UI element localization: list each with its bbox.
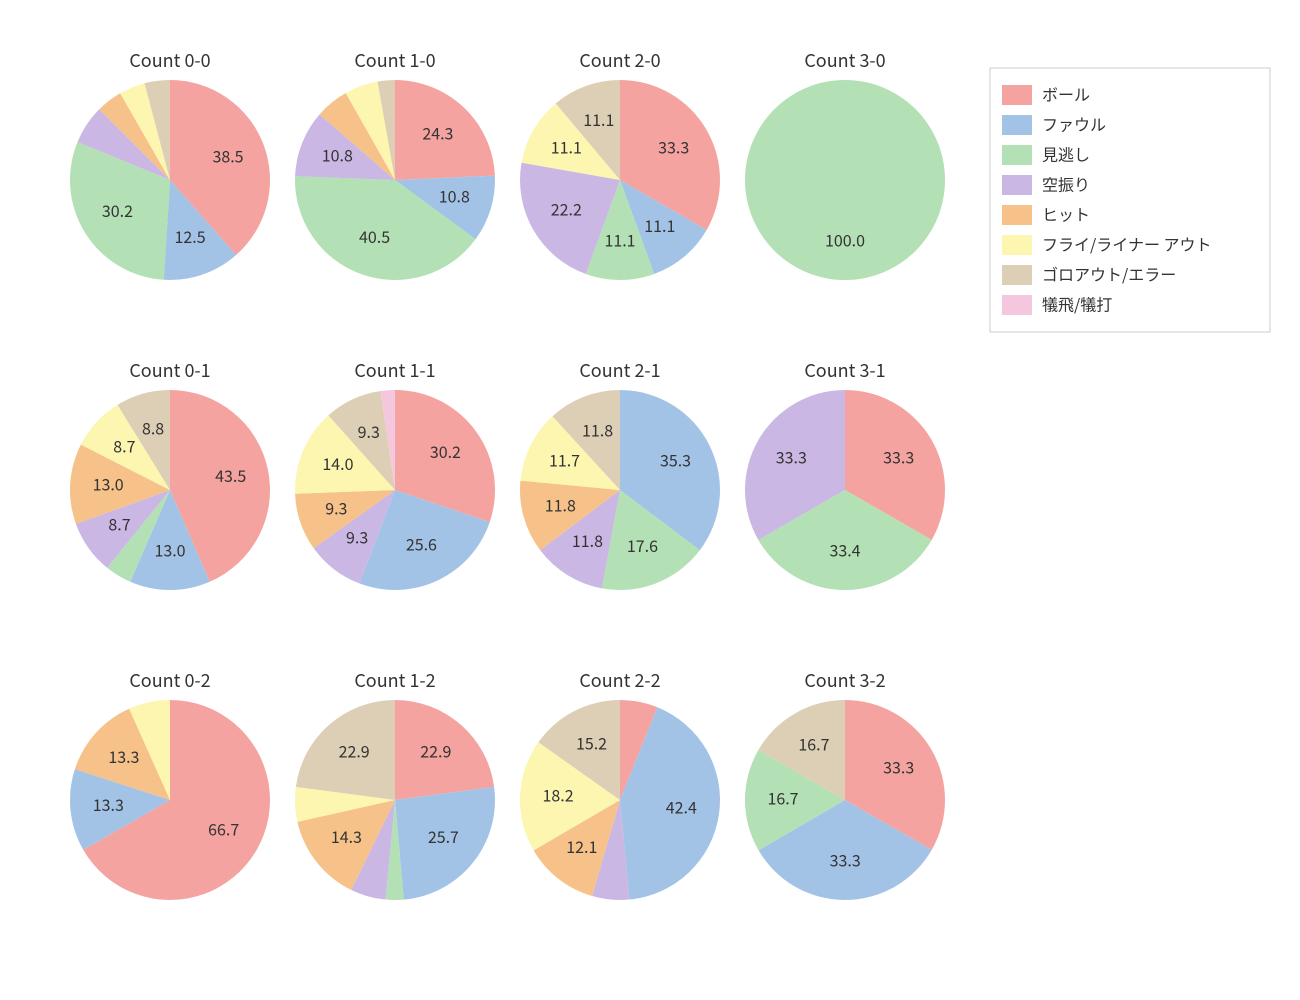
- pie-slice-label: 9.3: [358, 419, 380, 443]
- pie-slice-label: 66.7: [208, 816, 239, 840]
- pie-slice-label: 24.3: [422, 121, 453, 145]
- chart-svg: 38.5 12.5 30.2 Count 0-0 24.3 10.8 40.5 10.8 Cou…: [0, 0, 1300, 1000]
- pie-slice-label: 8.7: [108, 511, 130, 535]
- pie-title: Count 0-0: [129, 47, 210, 73]
- legend-label: 見逃し: [1042, 141, 1090, 165]
- pie-slice-label: 10.8: [322, 143, 353, 167]
- pie-slice-label: 13.0: [93, 471, 124, 495]
- pie-slice-label: 33.3: [830, 847, 861, 871]
- pie-slice-label: 11.1: [604, 227, 635, 251]
- legend-swatch: [1002, 145, 1032, 165]
- legend-label: フライ/ライナー アウト: [1042, 231, 1212, 255]
- legend-label: ファウル: [1042, 111, 1106, 135]
- pie-title: Count 1-1: [354, 357, 435, 383]
- pie-slice-label: 9.3: [346, 524, 368, 548]
- pie-title: Count 1-0: [354, 47, 435, 73]
- pie-slice-label: 11.7: [549, 448, 580, 472]
- pie-slice-label: 14.3: [331, 824, 362, 848]
- pie-slice-label: 25.7: [428, 824, 459, 848]
- pie-slice-label: 11.8: [572, 528, 603, 552]
- pie-slice-label: 14.0: [322, 451, 353, 475]
- legend-label: ゴロアウト/エラー: [1042, 261, 1176, 285]
- pie-slice-label: 13.0: [154, 537, 185, 561]
- pie-slice-label: 43.5: [215, 463, 246, 487]
- pie-slice-label: 16.7: [767, 786, 798, 810]
- pie-slice-label: 33.4: [829, 537, 860, 561]
- pie-slice-label: 13.3: [93, 792, 124, 816]
- pie-slice-label: 33.3: [658, 134, 689, 158]
- pie-slice-label: 8.7: [113, 433, 135, 457]
- pie-slice-label: 16.7: [798, 732, 829, 756]
- pie-slice-label: 9.3: [325, 495, 347, 519]
- pie-slice-label: 10.8: [439, 183, 470, 207]
- pie-slice-label: 11.1: [551, 134, 582, 158]
- legend-swatch: [1002, 295, 1032, 315]
- pie-title: Count 2-1: [579, 357, 660, 383]
- legend-swatch: [1002, 85, 1032, 105]
- pie-slice-label: 33.3: [776, 444, 807, 468]
- pie-slice-label: 18.2: [543, 783, 574, 807]
- legend-swatch: [1002, 205, 1032, 225]
- pie-slice-label: 12.5: [175, 224, 206, 248]
- pie-slice-label: 33.3: [883, 754, 914, 778]
- legend-label: ボール: [1042, 81, 1090, 105]
- pie-slice-label: 30.2: [102, 198, 133, 222]
- legend-swatch: [1002, 235, 1032, 255]
- pie-slice-label: 42.4: [666, 794, 697, 818]
- pie-title: Count 2-2: [579, 667, 660, 693]
- legend-swatch: [1002, 115, 1032, 135]
- pie-slice-label: 38.5: [212, 143, 243, 167]
- pie-slice-label: 22.2: [551, 196, 582, 220]
- pie-slice-label: 22.9: [420, 739, 451, 763]
- pie-slice-label: 17.6: [627, 533, 658, 557]
- legend-swatch: [1002, 175, 1032, 195]
- pie-slice-label: 8.8: [142, 416, 164, 440]
- chart-grid: 38.5 12.5 30.2 Count 0-0 24.3 10.8 40.5 10.8 Cou…: [0, 0, 1300, 1000]
- pie-title: Count 0-2: [129, 667, 210, 693]
- pie-slice-label: 12.1: [566, 834, 597, 858]
- legend-label: 犠飛/犠打: [1042, 291, 1112, 315]
- pie-slice-label: 100.0: [825, 227, 865, 251]
- pie-slice-label: 25.6: [406, 531, 437, 555]
- pie-title: Count 3-1: [804, 357, 885, 383]
- pie-title: Count 0-1: [129, 357, 210, 383]
- legend-label: 空振り: [1042, 171, 1090, 195]
- pie-slice-label: 11.8: [545, 492, 576, 516]
- legend-swatch: [1002, 265, 1032, 285]
- pie-slice-label: 15.2: [576, 730, 607, 754]
- pie-slice-label: 11.1: [583, 107, 614, 131]
- pie-title: Count 3-0: [804, 47, 885, 73]
- pie-slice-label: 30.2: [430, 439, 461, 463]
- pie-slice-label: 22.9: [339, 739, 370, 763]
- pie-slice-label: 35.3: [660, 448, 691, 472]
- pie-slice-label: 33.3: [883, 444, 914, 468]
- pie-slice-label: 11.8: [582, 418, 613, 442]
- pie-title: Count 1-2: [354, 667, 435, 693]
- pie-slice-label: 40.5: [359, 224, 390, 248]
- pie-slice-label: 11.1: [644, 213, 675, 237]
- legend-label: ヒット: [1042, 201, 1090, 225]
- pie-slice-label: 13.3: [108, 744, 139, 768]
- pie-title: Count 3-2: [804, 667, 885, 693]
- pie-title: Count 2-0: [579, 47, 660, 73]
